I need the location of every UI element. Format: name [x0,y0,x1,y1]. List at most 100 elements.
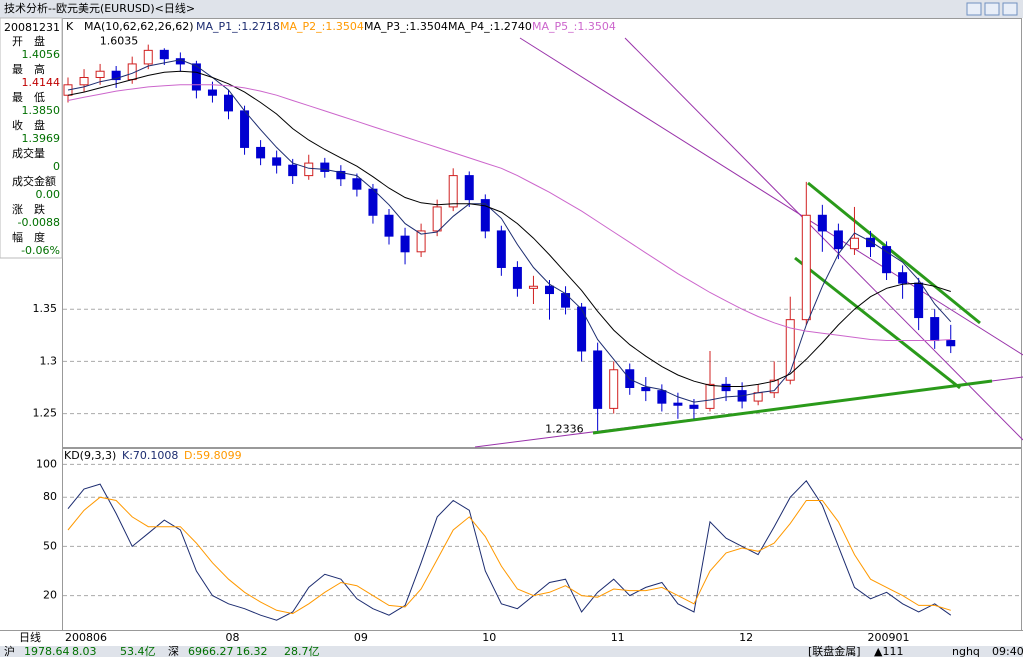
candle-body [240,110,250,148]
candle-body [898,272,908,284]
status-text: 53.4亿 [120,645,156,657]
series-line [67,70,951,387]
candle-body [657,390,667,404]
candle-body [833,230,843,250]
candle-body [817,214,827,232]
info-value: 1.4056 [22,48,61,61]
candle-body [689,404,699,409]
y-tick-label: 50 [43,539,57,552]
series-line [67,496,951,615]
candle-body [914,282,924,319]
trend-line [794,256,961,390]
info-value: 0.00 [36,188,61,201]
nav-button[interactable] [984,2,1000,16]
candle-body [528,285,538,289]
window-title: 技术分析--欧元美元(EURUSD)<日线> [4,1,195,15]
candle-body [448,175,458,208]
status-text: nghq [952,645,980,657]
candle-body [320,162,330,172]
legend-entry: MA_P4_:1.2740 [448,20,532,33]
info-value: 0 [53,160,60,173]
candle-body [111,70,121,81]
candle-body [79,76,89,86]
candle-body [930,317,940,342]
candle-body [384,214,394,237]
candle-body [512,266,522,289]
candle-body [207,89,217,96]
legend-entry: D:59.8099 [184,449,242,462]
info-label: 成交金额 [12,174,56,188]
candle-body [224,94,233,112]
info-label: 最 低 [12,91,45,104]
low-annotation: 1.2336 [545,423,584,436]
candle-body [641,387,651,392]
y-tick-label: 1.35 [33,302,58,315]
candle-body [143,49,153,65]
y-tick-label: 1.3 [40,354,58,367]
trend-line [807,181,981,325]
candle-body [63,84,73,96]
indicator-label: KD(9,3,3) [64,449,116,462]
candle-body [272,157,282,166]
candle-body [496,230,506,268]
candle-body [480,199,490,232]
legend-entry: K:70.1008 [122,449,178,462]
info-label: 涨 跌 [12,202,45,216]
status-text: 28.7亿 [284,645,320,657]
title-bar [0,0,1023,18]
y-tick-label: 80 [43,490,57,503]
nav-button[interactable] [966,2,982,16]
y-tick-label: 100 [36,457,57,470]
nav-button[interactable] [1002,2,1018,16]
info-value: 1.3969 [22,132,61,145]
candle-body [577,306,587,352]
candle-body [159,49,169,60]
kd-panel [62,448,1022,631]
candle-body [753,392,763,402]
candle-body [256,146,266,159]
main-panel [62,18,1022,448]
candle-body [288,164,298,177]
trend-line [592,379,993,435]
candle-body [593,350,603,409]
period-label: 日线 [19,630,41,644]
status-text: 沪 [4,644,15,657]
info-value: -0.06% [21,244,60,257]
high-annotation: 1.6035 [100,35,139,48]
status-text: 8.03 [72,645,97,657]
candle-body [561,293,571,308]
candle-body [304,162,314,177]
info-label: 幅 度 [12,230,45,244]
info-label: 最 高 [12,62,45,76]
status-text: 1978.64 [24,645,70,657]
candle-body [785,319,795,381]
status-text: 09:40 [992,645,1023,657]
info-label: 成交量 [12,146,45,160]
legend-entry: MA_P5_:1.3504 [532,20,616,33]
candle-body [721,383,731,392]
candle-body [416,230,426,253]
info-panel [0,17,63,259]
candle-body [801,214,811,321]
candle-body [866,237,875,248]
candle-body [545,285,554,295]
legend-entry: MA_P3_:1.3504 [364,20,448,33]
trend-line [624,37,1023,441]
series-line [67,480,952,621]
series-line [67,84,951,341]
x-tick-label: 10 [482,631,496,644]
candle-body [705,383,715,409]
candle-body [882,246,892,274]
candle-body [368,188,378,216]
info-label: 开 盘 [12,34,45,48]
y-tick-label: 1.25 [33,407,58,420]
x-tick-label: 12 [739,631,753,644]
candle-body [849,237,859,250]
status-text: ▲111 [874,645,903,657]
x-tick-label: 200901 [868,631,910,644]
candle-body [95,70,105,78]
candle-body [946,340,956,347]
info-date: 20081231 [4,21,60,34]
info-value: -0.0088 [18,216,60,229]
